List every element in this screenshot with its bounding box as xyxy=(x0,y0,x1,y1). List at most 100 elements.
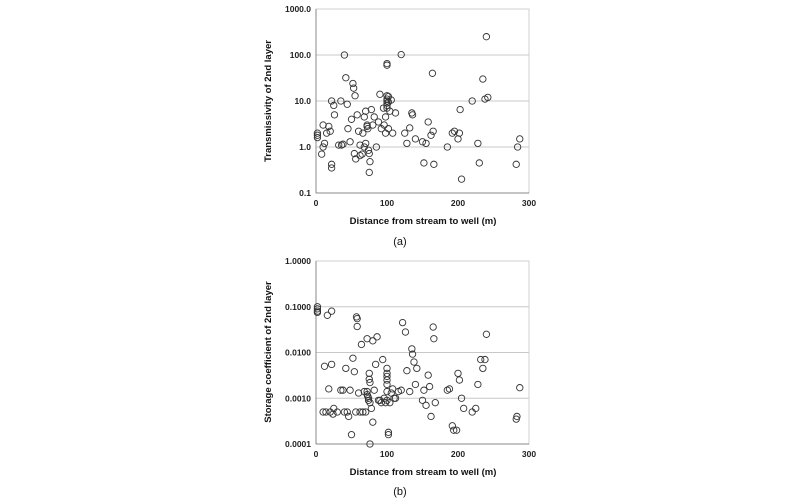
data-point-a xyxy=(381,113,390,121)
data-point-a xyxy=(319,143,327,151)
data-point-a xyxy=(380,121,388,129)
y-axis-label-a: Transmissivity of 2nd layer xyxy=(263,40,274,162)
data-point-a xyxy=(339,140,347,148)
data-point-a xyxy=(358,150,366,158)
data-point-b xyxy=(319,408,327,416)
data-point-b xyxy=(397,386,405,394)
y-tick-label-a: 1.0 xyxy=(299,142,311,152)
scatter-points-b xyxy=(313,303,524,448)
data-point-b xyxy=(369,337,377,345)
data-point-a xyxy=(327,164,336,172)
data-point-a xyxy=(456,105,464,114)
data-point-b xyxy=(410,358,418,366)
data-point-b xyxy=(379,355,387,364)
data-point-b xyxy=(371,360,380,369)
data-point-b xyxy=(455,376,464,384)
data-point-a xyxy=(418,138,427,146)
data-point-a xyxy=(383,97,391,105)
data-point-a xyxy=(337,97,345,105)
data-point-b xyxy=(401,328,410,336)
data-point-a xyxy=(516,135,524,143)
data-point-a xyxy=(364,146,373,154)
data-point-b xyxy=(322,408,330,416)
data-point-b xyxy=(365,369,373,378)
data-point-b xyxy=(359,408,367,416)
data-point-a xyxy=(468,97,476,105)
data-point-a xyxy=(330,111,339,119)
data-point-b xyxy=(481,355,489,364)
data-point-b xyxy=(408,350,417,358)
data-point-a xyxy=(389,129,397,137)
data-point-b xyxy=(383,372,391,381)
data-point-b xyxy=(429,323,437,331)
data-point-a xyxy=(344,125,352,133)
y-tick-label-b: 0.0100 xyxy=(285,348,311,358)
data-point-b xyxy=(337,386,345,394)
data-point-a xyxy=(391,109,400,117)
y-tick-label-b: 0.0001 xyxy=(285,439,311,449)
data-point-b xyxy=(357,340,366,349)
data-point-a xyxy=(443,143,451,151)
data-point-b xyxy=(482,330,491,338)
data-point-a xyxy=(482,33,491,41)
data-point-b xyxy=(450,426,458,434)
x-axis-label-b: Distance from stream to well (m) xyxy=(350,467,497,478)
data-point-b xyxy=(468,408,476,416)
data-point-a xyxy=(347,115,356,123)
data-point-a xyxy=(337,141,346,149)
data-point-a xyxy=(450,127,459,135)
data-point-b xyxy=(350,368,358,376)
data-point-a xyxy=(406,124,414,132)
data-point-b xyxy=(516,384,524,392)
data-point-a xyxy=(428,69,437,77)
x-tick-label-b: 200 xyxy=(451,449,465,459)
x-axis-label-a: Distance from stream to well (m) xyxy=(350,216,497,227)
x-tick-label-a: 100 xyxy=(380,198,394,208)
x-tick-label-b: 0 xyxy=(314,449,319,459)
data-point-b xyxy=(370,386,378,394)
data-point-a xyxy=(364,125,372,133)
data-point-b xyxy=(323,311,332,319)
data-point-a xyxy=(372,143,380,151)
data-point-b xyxy=(454,369,462,378)
data-point-b xyxy=(424,371,432,379)
data-point-b xyxy=(347,431,356,439)
panel-caption-b: (b) xyxy=(393,486,406,498)
data-point-b xyxy=(418,396,427,404)
y-tick-label-b: 0.0010 xyxy=(285,393,311,403)
data-point-b xyxy=(327,360,336,369)
data-point-a xyxy=(479,75,487,83)
data-point-a xyxy=(366,158,374,166)
y-tick-label-a: 100.0 xyxy=(290,50,312,60)
data-point-b xyxy=(363,387,371,396)
data-point-b xyxy=(325,385,333,393)
data-point-b xyxy=(443,386,451,394)
y-tick-label-a: 0.1 xyxy=(299,188,311,198)
data-point-b xyxy=(327,307,336,315)
data-point-b xyxy=(329,410,337,418)
data-point-a xyxy=(313,129,322,137)
x-tick-labels-a: 0 100 200 300 xyxy=(314,198,537,208)
data-point-a xyxy=(322,129,331,137)
data-point-b xyxy=(365,375,373,383)
data-point-a xyxy=(346,138,354,146)
data-point-a xyxy=(513,143,522,151)
data-point-b xyxy=(457,394,466,402)
data-point-a xyxy=(330,101,338,110)
y-tick-label-a: 1000.0 xyxy=(285,4,311,14)
data-point-b xyxy=(479,364,487,373)
data-point-b xyxy=(420,386,428,394)
data-point-a xyxy=(319,121,327,129)
data-point-a xyxy=(411,135,420,143)
data-point-a xyxy=(374,118,383,126)
data-point-b xyxy=(386,399,394,407)
data-point-a xyxy=(420,159,428,167)
data-point-b xyxy=(353,322,361,331)
data-point-a xyxy=(457,175,466,183)
y-tick-label-b: 0.1000 xyxy=(285,302,311,312)
data-point-a xyxy=(512,160,520,168)
data-point-b xyxy=(366,378,374,387)
data-point-a xyxy=(474,139,482,148)
data-point-a xyxy=(343,100,351,108)
data-point-b xyxy=(383,380,391,389)
